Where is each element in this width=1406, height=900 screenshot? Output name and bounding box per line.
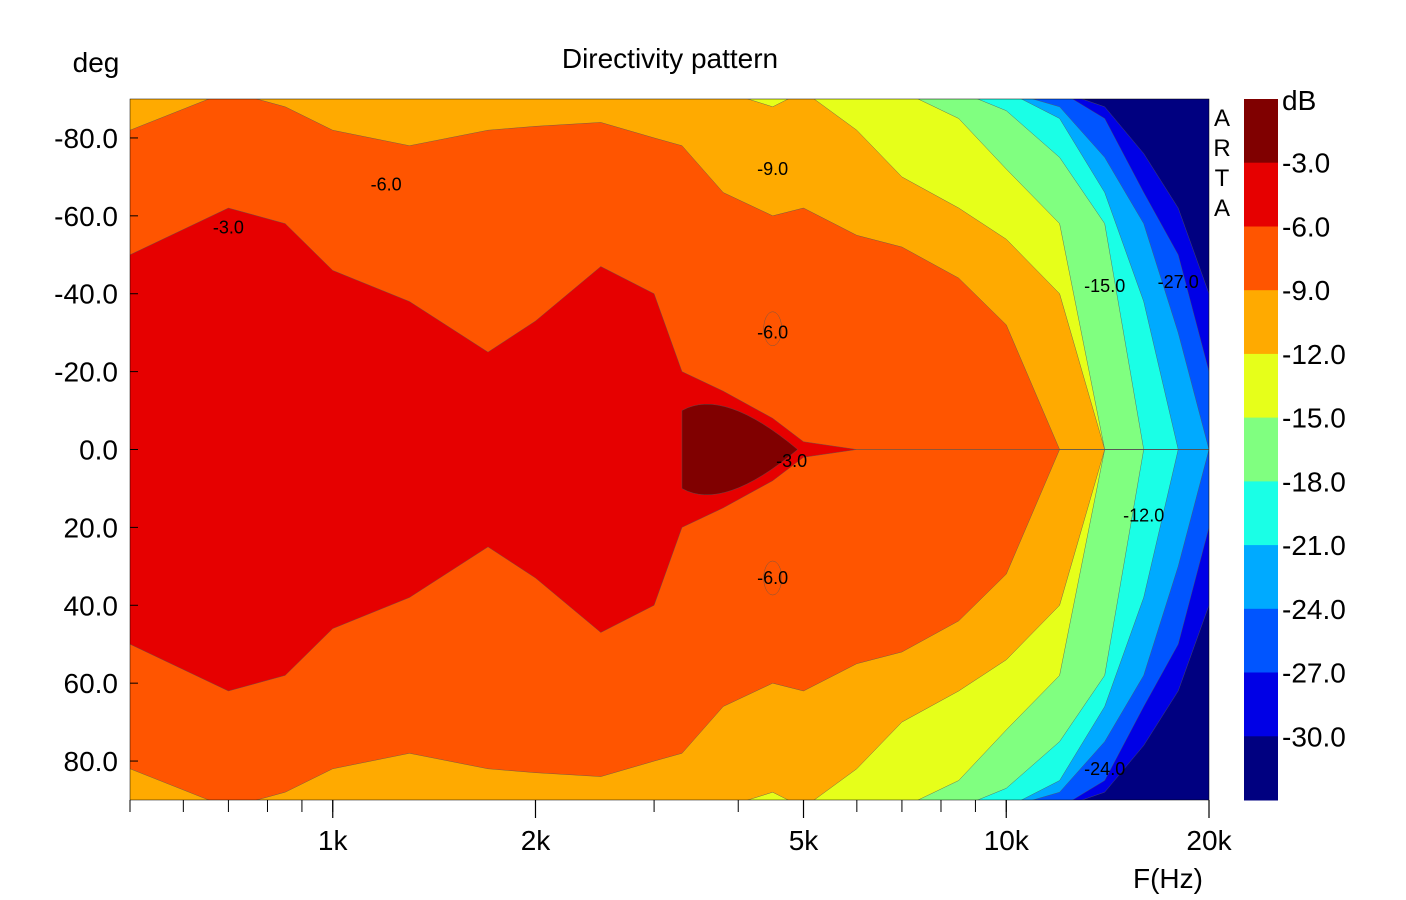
legend-swatch (1244, 608, 1278, 673)
arta-letter: A (1214, 105, 1230, 132)
contour-inner-lobe (681, 404, 798, 495)
y-tick-label: -60.0 (54, 201, 118, 232)
legend-swatch (1244, 736, 1278, 801)
legend-unit: dB (1282, 85, 1316, 116)
legend-swatch (1244, 353, 1278, 419)
legend-swatch (1244, 417, 1278, 482)
y-tick-label: 60.0 (64, 668, 119, 699)
x-tick-label: 2k (521, 825, 552, 856)
legend-labels: -3.0 -6.0 -9.0 -12.0 -15.0 -18.0 -21.0 -24.0 -27… (1282, 148, 1346, 753)
y-axis-ticks: -80.0 -60.0 -40.0 -20.0 0.0 20.0 40.0 60.0 80.0 (54, 123, 138, 777)
legend-level-label: -9.0 (1282, 275, 1330, 306)
contour-label: -3.0 (776, 451, 807, 471)
legend-swatch (1244, 162, 1278, 227)
y-axis-label: deg (73, 47, 120, 78)
legend-swatch (1244, 290, 1278, 355)
legend-level-label: -18.0 (1282, 466, 1346, 497)
legend-level-label: -30.0 (1282, 721, 1346, 752)
x-tick-label: 5k (789, 825, 820, 856)
arta-letter: R (1213, 135, 1230, 162)
contour-label: -27.0 (1158, 272, 1199, 292)
x-axis-ticks: 1k 2k 5k 10k 20k (129, 800, 1233, 856)
colorbar-legend: dB -3.0 -6.0 -9.0 -12.0 -15.0 -18.0 -21.0 -24.0… (1244, 85, 1346, 801)
x-tick-label: 1k (318, 825, 349, 856)
contour-label: -24.0 (1084, 759, 1125, 779)
y-tick-label: 0.0 (79, 435, 118, 466)
y-tick-label: 80.0 (64, 746, 119, 777)
contour-labels: -3.0 -6.0 -9.0 -6.0 -3.0 -6.0 -15.0 -27.0 -12.0 -… (213, 159, 1199, 779)
contour-label: -6.0 (371, 175, 402, 195)
legend-level-label: -12.0 (1282, 339, 1346, 370)
legend-level-label: -15.0 (1282, 403, 1346, 434)
legend-level-label: -21.0 (1282, 530, 1346, 561)
legend-swatch (1244, 672, 1278, 737)
contour-label: -3.0 (213, 218, 244, 238)
contour-island-upper (763, 311, 782, 346)
legend-swatches (1244, 99, 1278, 801)
contour-label: -9.0 (757, 159, 788, 179)
contour-label: -6.0 (757, 323, 788, 343)
chart-title: Directivity pattern (562, 43, 778, 74)
legend-swatch (1244, 545, 1278, 610)
legend-swatch (1244, 226, 1278, 291)
x-tick-label: 10k (984, 825, 1030, 856)
contour-label: -6.0 (757, 568, 788, 588)
y-tick-label: 20.0 (64, 512, 119, 543)
contour-label: -12.0 (1123, 506, 1164, 526)
y-tick-label: -40.0 (54, 279, 118, 310)
y-tick-label: 40.0 (64, 590, 119, 621)
y-tick-label: -80.0 (54, 123, 118, 154)
contour-band-c3 (130, 207, 1209, 692)
legend-level-label: -6.0 (1282, 212, 1330, 243)
legend-level-label: -24.0 (1282, 594, 1346, 625)
y-tick-label: -20.0 (54, 357, 118, 388)
x-axis-label: F(Hz) (1133, 863, 1203, 894)
legend-swatch (1244, 481, 1278, 546)
legend-level-label: -3.0 (1282, 148, 1330, 179)
legend-swatch (1244, 99, 1278, 164)
contour-plot-area: -3.0 -6.0 -9.0 -6.0 -3.0 -6.0 -15.0 -27.0 -12.0 -… (130, 99, 1209, 800)
contour-island-lower (763, 560, 782, 596)
arta-letter: T (1215, 165, 1230, 192)
x-tick-label: 20k (1186, 825, 1232, 856)
contour-bands (130, 99, 1209, 800)
legend-level-label: -27.0 (1282, 658, 1346, 689)
arta-letter: A (1214, 195, 1230, 222)
contour-label: -15.0 (1084, 276, 1125, 296)
